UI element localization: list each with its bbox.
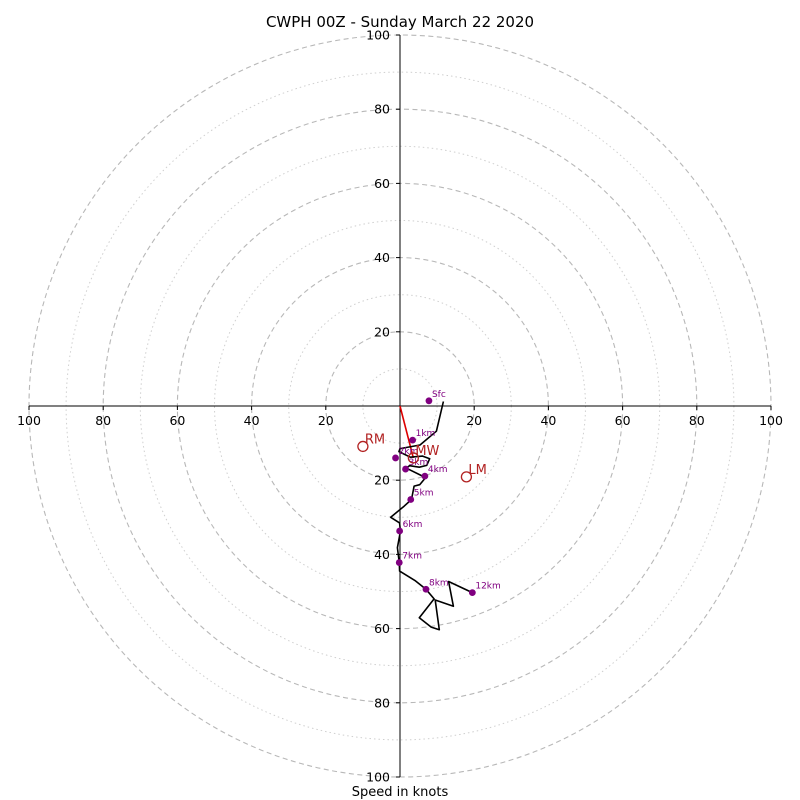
storm-motion-markers: RM MW LM [357, 432, 487, 483]
storm-motion-label-mw: MW [415, 444, 439, 459]
marker-12km [468, 589, 476, 597]
marker-label-4km: 4km [428, 465, 448, 475]
shear-vector-line [399, 405, 415, 459]
x-tick-label: 40 [540, 413, 556, 428]
marker-label-5km: 5km [414, 488, 434, 498]
y-tick-label: 40 [374, 547, 390, 562]
x-tick-label: 100 [759, 413, 783, 428]
marker-8km [422, 585, 430, 593]
marker-1km [409, 436, 417, 444]
storm-motion-label-rm: RM [365, 432, 385, 447]
storm-motion-lm [460, 471, 473, 483]
x-tick-label: 60 [615, 413, 631, 428]
marker-label-6km: 6km [403, 520, 423, 530]
x-tick-label: 100 [17, 413, 41, 428]
x-tick-label: 20 [318, 413, 334, 428]
marker-label-7km: 7km [402, 552, 422, 562]
marker-4km [421, 472, 429, 480]
storm-motion-rm [357, 440, 369, 453]
x-axis-label: Speed in knots [352, 785, 449, 800]
marker-label-12km: 12km [475, 582, 500, 592]
marker-label-8km: 8km [429, 578, 449, 588]
marker-5km [407, 496, 415, 503]
storm-motion-mw [407, 452, 420, 464]
marker-label-sfc: Sfc [432, 390, 446, 400]
marker-6km [396, 527, 404, 535]
x-tick-label: 60 [169, 413, 185, 428]
chart-title: CWPH 00Z - Sunday March 22 2020 [266, 13, 534, 31]
marker-2km [392, 454, 399, 462]
marker-3km [402, 465, 409, 473]
marker-7km [395, 559, 403, 566]
marker-sfc [425, 397, 433, 405]
storm-motion-label-lm: LM [468, 463, 486, 478]
x-tick-label: 40 [244, 413, 260, 428]
y-tick-label: 80 [374, 102, 390, 117]
y-tick-label: 60 [374, 176, 390, 191]
y-tick-label: 40 [374, 250, 390, 265]
x-tick-label: 20 [466, 413, 482, 428]
y-tick-label: 20 [374, 473, 390, 488]
marker-label-1km: 1km [416, 429, 436, 439]
marker-label-2km: 2km [399, 447, 419, 457]
tick-labels: 100 80 60 40 20 20 40 60 80 100 100 80 60 40 20 20 40 60 8… [17, 28, 783, 785]
y-tick-label: 80 [374, 695, 390, 710]
y-tick-label: 20 [374, 324, 390, 339]
y-tick-label: 60 [374, 621, 390, 636]
y-tick-label: 100 [366, 28, 390, 43]
x-tick-label: 80 [95, 413, 111, 428]
y-tick-label: 100 [366, 770, 390, 785]
x-tick-label: 80 [689, 413, 705, 428]
marker-label-3km: 3km [409, 458, 429, 468]
